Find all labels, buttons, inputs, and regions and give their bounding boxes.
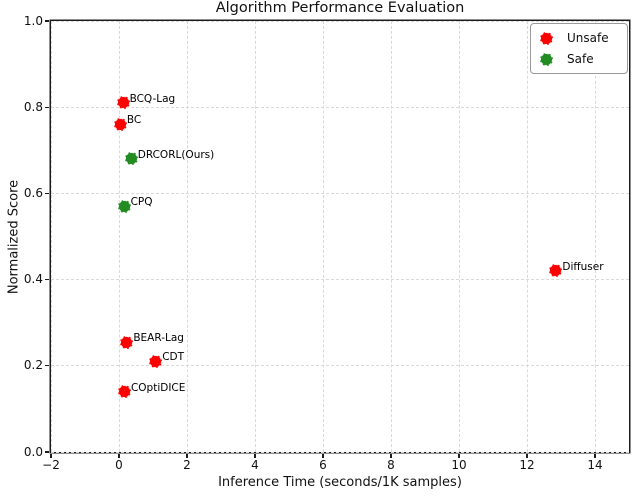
x-gridline xyxy=(254,21,256,452)
point-label-diffuser: Diffuser xyxy=(562,260,604,273)
x-tick-mark xyxy=(118,453,120,458)
x-tick-mark xyxy=(526,453,528,458)
data-point-diffuser xyxy=(549,264,563,278)
x-gridline xyxy=(322,21,324,452)
point-label-cpq: CPQ xyxy=(130,196,153,209)
data-point-bear-lag xyxy=(120,335,134,349)
y-tick-label: 0.4 xyxy=(23,272,43,287)
y-tick-label: 0.0 xyxy=(23,444,43,459)
y-gridline xyxy=(51,192,629,194)
data-point-drcorl-ours- xyxy=(124,152,138,166)
x-gridline xyxy=(50,21,52,452)
chart-title: Algorithm Performance Evaluation xyxy=(215,0,465,16)
x-gridline xyxy=(118,21,120,452)
data-point-bcq-lag xyxy=(116,96,130,110)
x-gridline xyxy=(186,21,188,452)
x-tick-mark xyxy=(254,453,256,458)
y-tick-mark xyxy=(44,451,49,453)
x-tick-label: 12 xyxy=(519,458,535,472)
y-tick-mark xyxy=(44,365,49,367)
point-label-drcorl-ours-: DRCORL(Ours) xyxy=(137,148,215,161)
y-tick-mark xyxy=(44,192,49,195)
x-tick-label: 8 xyxy=(387,458,395,472)
point-label-coptidice: COptiDICE xyxy=(130,381,186,394)
data-point-coptidice xyxy=(117,385,131,399)
x-tick-label: 0 xyxy=(115,458,123,472)
y-tick-mark xyxy=(44,106,49,108)
x-gridline xyxy=(594,21,596,452)
x-tick-label: 6 xyxy=(319,458,327,472)
y-tick-label: 0.6 xyxy=(23,185,43,200)
x-gridline xyxy=(526,21,528,452)
y-tick-label: 0.2 xyxy=(23,358,43,373)
legend-label-safe: Safe xyxy=(567,52,594,66)
x-tick-mark xyxy=(50,453,52,458)
y-gridline xyxy=(51,20,629,22)
y-gridline xyxy=(51,365,629,367)
x-gridline xyxy=(390,21,392,452)
legend-item-safe: Safe xyxy=(540,49,618,69)
point-label-cdt: CDT xyxy=(162,351,185,364)
data-point-cpq xyxy=(117,199,131,213)
y-tick-mark xyxy=(44,20,49,22)
x-gridline xyxy=(458,21,460,452)
point-label-bear-lag: BEAR-Lag xyxy=(133,332,184,345)
x-tick-mark xyxy=(594,453,596,458)
point-label-bc: BC xyxy=(126,114,142,127)
y-tick-mark xyxy=(44,279,49,281)
legend-item-unsafe: Unsafe xyxy=(540,28,618,48)
x-tick-label: 4 xyxy=(251,458,259,472)
point-label-bcq-lag: BCQ-Lag xyxy=(129,92,176,105)
legend: Unsafe Safe xyxy=(530,23,628,74)
safe-marker-icon xyxy=(540,52,553,66)
x-tick-mark xyxy=(390,453,392,458)
y-gridline xyxy=(51,106,629,108)
x-tick-label: 14 xyxy=(587,458,603,472)
y-tick-label: 1.0 xyxy=(23,13,43,28)
x-tick-label: −2 xyxy=(42,458,60,472)
data-point-cdt xyxy=(149,354,163,368)
x-tick-label: 2 xyxy=(183,458,191,472)
y-tick-label: 0.8 xyxy=(23,99,43,114)
x-tick-mark xyxy=(186,453,188,458)
x-axis-label: Inference Time (seconds/1K samples) xyxy=(218,475,462,490)
unsafe-marker-icon xyxy=(540,31,553,45)
x-tick-mark xyxy=(322,453,324,458)
legend-label-unsafe: Unsafe xyxy=(567,31,609,45)
y-gridline xyxy=(51,451,629,453)
x-tick-mark xyxy=(458,453,460,458)
x-tick-label: 10 xyxy=(451,458,467,472)
y-gridline xyxy=(51,279,629,281)
plot-area: Unsafe Safe BCQ-Lag BC Diffuser BEAR-Lag CDT… xyxy=(50,20,629,453)
data-point-bc xyxy=(113,117,127,131)
